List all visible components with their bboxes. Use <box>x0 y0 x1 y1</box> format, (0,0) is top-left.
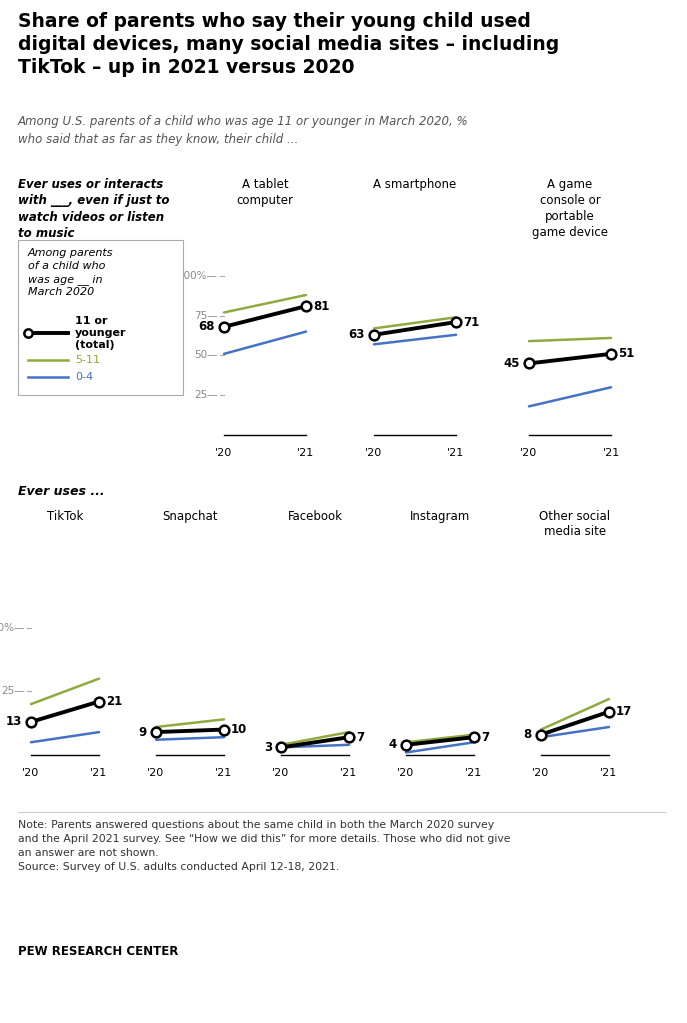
Text: A game
console or
portable
game device: A game console or portable game device <box>532 178 608 239</box>
Text: 100%—: 100%— <box>178 271 218 281</box>
Text: 50—: 50— <box>194 351 218 360</box>
Text: 25—: 25— <box>194 390 218 400</box>
Text: 5-11: 5-11 <box>75 355 100 365</box>
Text: Instagram: Instagram <box>410 510 470 523</box>
Text: A smartphone: A smartphone <box>373 178 457 191</box>
Text: Snapchat: Snapchat <box>162 510 218 523</box>
FancyBboxPatch shape <box>18 240 183 395</box>
Text: '20: '20 <box>520 448 538 458</box>
Text: 0-4: 0-4 <box>75 372 93 382</box>
Text: '21: '21 <box>216 768 233 779</box>
Text: '21: '21 <box>91 768 108 779</box>
Text: 17: 17 <box>616 705 632 718</box>
Text: '20: '20 <box>365 448 383 458</box>
Text: 50%—: 50%— <box>0 623 25 633</box>
Text: Among U.S. parents of a child who was age 11 or younger in March 2020, %
who sai: Among U.S. parents of a child who was ag… <box>18 115 469 145</box>
Text: 63: 63 <box>348 328 365 342</box>
Text: 7: 7 <box>481 730 489 744</box>
Text: 71: 71 <box>463 315 480 328</box>
Text: A tablet
computer: A tablet computer <box>236 178 293 207</box>
Text: 8: 8 <box>523 728 532 741</box>
Text: '20: '20 <box>397 768 415 779</box>
Text: Ever uses or interacts
with ___, even if just to
watch videos or listen
to music: Ever uses or interacts with ___, even if… <box>18 178 170 240</box>
Text: '20: '20 <box>532 768 550 779</box>
Text: Note: Parents answered questions about the same child in both the March 2020 sur: Note: Parents answered questions about t… <box>18 820 510 872</box>
Text: TikTok: TikTok <box>47 510 83 523</box>
Text: 51: 51 <box>618 348 634 360</box>
Text: '20: '20 <box>148 768 165 779</box>
Text: 11 or
younger
(total): 11 or younger (total) <box>75 316 126 350</box>
Text: '21: '21 <box>465 768 483 779</box>
Text: 68: 68 <box>199 320 215 333</box>
Text: PEW RESEARCH CENTER: PEW RESEARCH CENTER <box>18 945 179 958</box>
Text: '20: '20 <box>23 768 40 779</box>
Text: 3: 3 <box>264 741 272 754</box>
Text: '21: '21 <box>340 768 358 779</box>
Text: 13: 13 <box>5 715 22 728</box>
Text: 9: 9 <box>139 725 147 739</box>
Text: 75—: 75— <box>194 311 218 320</box>
Text: Facebook: Facebook <box>287 510 343 523</box>
Text: '21: '21 <box>297 448 315 458</box>
Text: '21: '21 <box>602 448 620 458</box>
Text: Share of parents who say their young child used
digital devices, many social med: Share of parents who say their young chi… <box>18 12 559 78</box>
Text: '21: '21 <box>447 448 464 458</box>
Text: Ever uses ...: Ever uses ... <box>18 485 104 498</box>
Text: 4: 4 <box>389 739 397 751</box>
Text: Among parents
of a child who
was age __ in
March 2020: Among parents of a child who was age __ … <box>28 248 113 298</box>
Text: 21: 21 <box>106 695 122 708</box>
Text: '21: '21 <box>600 768 618 779</box>
Text: 45: 45 <box>504 357 520 370</box>
Text: '20: '20 <box>216 448 233 458</box>
Text: '20: '20 <box>272 768 290 779</box>
Text: 7: 7 <box>356 730 364 744</box>
Text: Other social
media site: Other social media site <box>539 510 611 538</box>
Text: 81: 81 <box>313 300 329 313</box>
Text: 10: 10 <box>231 723 247 736</box>
Text: 25—: 25— <box>1 686 25 697</box>
